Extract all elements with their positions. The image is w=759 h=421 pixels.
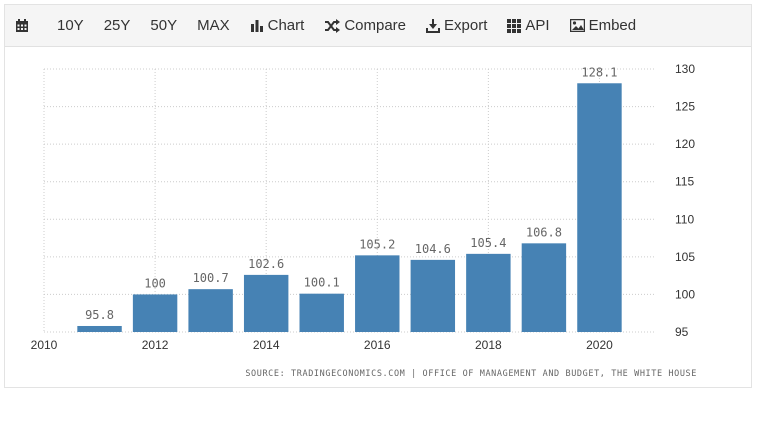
toolbar-calendar-icon-button[interactable] bbox=[5, 5, 47, 47]
toolbar-50y-button[interactable]: 50Y bbox=[140, 5, 187, 47]
toolbar-label: API bbox=[525, 17, 550, 34]
toolbar-label: Compare bbox=[344, 17, 407, 34]
toolbar-label: Export bbox=[444, 17, 488, 34]
grid-icon bbox=[507, 18, 522, 33]
toolbar-label: Chart bbox=[267, 17, 305, 34]
toolbar-chart-button[interactable]: Chart bbox=[240, 5, 315, 47]
toolbar-label: 10Y bbox=[57, 17, 84, 34]
chart-toolbar: 10Y 25Y 50Y MAX Chart Compare Export API Embed bbox=[5, 5, 751, 47]
shuffle-icon bbox=[324, 18, 341, 33]
toolbar-25y-button[interactable]: 25Y bbox=[94, 5, 141, 47]
toolbar-export-button[interactable]: Export bbox=[416, 5, 497, 47]
chart-container: 10Y 25Y 50Y MAX Chart Compare Export API Embed bbox=[4, 4, 752, 388]
calendar-icon bbox=[15, 18, 29, 33]
toolbar-label: Embed bbox=[588, 17, 637, 34]
toolbar-api-button[interactable]: API bbox=[497, 5, 559, 47]
toolbar-embed-button[interactable]: Embed bbox=[560, 5, 647, 47]
toolbar-label: 25Y bbox=[103, 17, 131, 34]
toolbar-label: 50Y bbox=[150, 17, 178, 34]
bar-chart-icon bbox=[250, 19, 264, 33]
toolbar-label: MAX bbox=[197, 17, 230, 34]
toolbar-max-button[interactable]: MAX bbox=[187, 5, 240, 47]
toolbar-compare-button[interactable]: Compare bbox=[314, 5, 416, 47]
image-icon bbox=[569, 19, 585, 32]
toolbar-10y-button[interactable]: 10Y bbox=[47, 5, 94, 47]
download-icon bbox=[426, 18, 441, 33]
source-note: SOURCE: TRADINGECONOMICS.COM | OFFICE OF… bbox=[245, 369, 697, 379]
